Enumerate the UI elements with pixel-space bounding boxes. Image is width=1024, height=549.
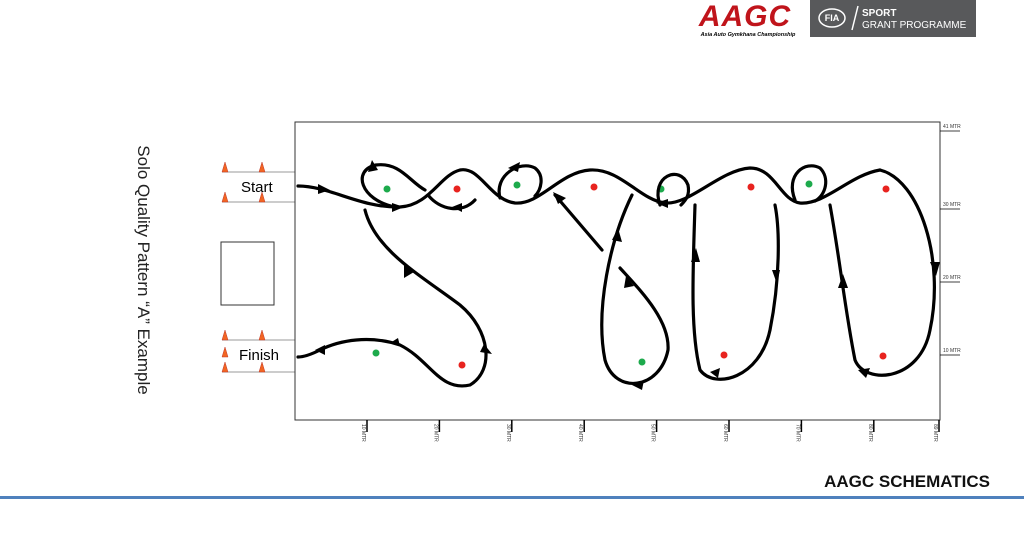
red-pylon: [458, 361, 466, 369]
arrow: [691, 248, 700, 262]
arrow: [772, 270, 780, 284]
x-scale-label: 80 MTR: [867, 424, 873, 442]
programme-text: GRANT PROGRAMME: [862, 20, 967, 31]
arrow: [656, 199, 668, 208]
arrow: [508, 162, 520, 172]
fia-banner: [810, 0, 976, 37]
red-pylon: [590, 183, 598, 191]
arrow: [318, 184, 330, 194]
footer-title: AAGC SCHEMATICS: [824, 472, 990, 491]
cone: [258, 329, 266, 341]
arrow: [392, 203, 404, 212]
cone: [258, 191, 266, 203]
arrow: [624, 276, 634, 288]
arrow: [930, 262, 940, 276]
x-scale-label: 10 MTR: [360, 424, 366, 442]
track-path: [497, 164, 543, 200]
cone: [221, 346, 229, 358]
track-path: [790, 164, 828, 203]
red-pylon: [882, 185, 890, 193]
start-label: Start: [241, 179, 274, 196]
cone: [258, 161, 266, 173]
track-path: [553, 193, 604, 252]
arrow: [838, 274, 848, 288]
aagc-logo: AAGC Asia Auto Gymkhana Championship: [698, 0, 796, 38]
arrow: [452, 203, 462, 212]
sport-text: SPORT: [862, 8, 896, 19]
arrow: [612, 228, 622, 242]
track-path: [296, 166, 882, 209]
finish-label: Finish: [239, 347, 279, 364]
cones: [221, 161, 266, 373]
arrow: [710, 368, 720, 378]
divider: [851, 5, 859, 31]
y-scale-label: 20 MTR: [943, 275, 961, 281]
green-pylon: [638, 358, 646, 366]
x-scale-label: 30 MTR: [505, 424, 511, 442]
arrow: [390, 338, 400, 346]
fia-oval: [818, 8, 846, 28]
x-scale-label: 89 MTR: [932, 424, 938, 442]
arrow: [632, 380, 644, 390]
y-scale-label: 10 MTR: [943, 348, 961, 354]
track-path: [426, 193, 477, 211]
track-path: [600, 193, 670, 385]
arrow: [858, 368, 870, 378]
red-pylon: [747, 183, 755, 191]
track-path: [360, 163, 427, 209]
arrow: [368, 160, 378, 172]
red-pylon: [879, 352, 887, 360]
x-scale-label: 60 MTR: [722, 424, 728, 442]
red-pylon: [453, 185, 461, 193]
green-pylon: [383, 185, 391, 193]
x-scale-label: 40 MTR: [577, 424, 583, 442]
cone: [258, 361, 266, 373]
arrow: [315, 345, 325, 355]
y-scale-label: 30 MTR: [943, 202, 961, 208]
x-scale-label: 50 MTR: [650, 424, 656, 442]
arrow: [553, 192, 566, 204]
logo-text: AAGC: [698, 0, 792, 33]
green-pylon: [372, 349, 380, 357]
cone: [221, 329, 229, 341]
green-pylon: [805, 180, 813, 188]
arrow: [404, 264, 414, 278]
footer-rule: [0, 496, 1024, 499]
fia-text: FIA: [825, 13, 840, 23]
cone: [221, 191, 229, 203]
y-scale-label: 41 MTR: [943, 124, 961, 130]
arrow: [480, 344, 492, 354]
scales: 10 MTR 20 MTR 30 MTR 40 MTR 50 MTR 60 MTR 70 M…: [360, 124, 961, 442]
green-pylon: [513, 181, 521, 189]
x-scale-label: 70 MTR: [794, 424, 800, 442]
track-path: [656, 172, 691, 207]
x-scale-label: 20 MTR: [432, 424, 438, 442]
cone: [221, 161, 229, 173]
slide-title: Solo Quality Pattern “A” Example: [134, 145, 153, 394]
logo-tagline: Asia Auto Gymkhana Championship: [700, 32, 796, 38]
arrows: [315, 160, 940, 390]
cone: [221, 361, 229, 373]
red-pylon: [720, 351, 728, 359]
paddock-box: [220, 241, 275, 306]
track-path: [691, 203, 780, 381]
